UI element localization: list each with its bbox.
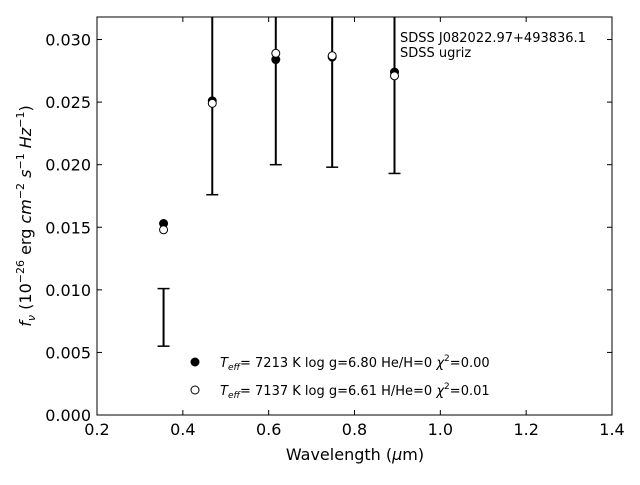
annotation-object: SDSS J082022.97+493836.1 xyxy=(400,31,586,46)
legend-teff: 7213 xyxy=(255,356,288,371)
legend-composition: H/He=0 xyxy=(381,384,432,399)
model-point-open xyxy=(159,225,169,235)
x-tick-label: 1.2 xyxy=(513,420,538,439)
x-tick-label: 0.4 xyxy=(170,420,195,439)
model-point-open xyxy=(327,51,337,61)
legend-marker-2 xyxy=(190,385,200,395)
annotation-filters: SDSS ugriz xyxy=(400,46,471,61)
y-tick-label: 0.030 xyxy=(45,31,91,50)
model-point-open xyxy=(271,48,281,58)
legend-chi2: 0.00 xyxy=(461,356,490,371)
x-tick-label: 0.6 xyxy=(256,420,281,439)
y-tick-label: 0.020 xyxy=(45,156,91,175)
legend-logg: 6.80 xyxy=(348,356,377,371)
legend-marker-1 xyxy=(190,357,200,367)
legend-teff: 7137 xyxy=(255,384,288,399)
legend-chi2: 0.01 xyxy=(461,384,490,399)
legend-logg: 6.61 xyxy=(348,384,377,399)
observed-errorbars xyxy=(157,17,401,347)
y-axis-label: fν (10−26 erg cm−2 s−1 Hz−1) xyxy=(14,105,38,326)
y-tick-label: 0.010 xyxy=(45,281,91,300)
y-tick-label: 0.000 xyxy=(45,406,91,425)
svg-text:fν (10−26 erg cm−2 s−1 Hz−1): fν (10−26 erg cm−2 s−1 Hz−1) xyxy=(14,105,38,326)
x-tick-label: 0.8 xyxy=(342,420,367,439)
svg-text:Wavelength (μm): Wavelength (μm) xyxy=(286,445,424,464)
model-point-open xyxy=(389,71,399,81)
model-series-1 xyxy=(159,52,399,229)
x-tick-label: 1.0 xyxy=(428,420,453,439)
axes-layer: 0.2 0.4 0.6 0.8 1.0 1.2 1.4 0.000 0.005 0.010 0.01… xyxy=(45,16,625,439)
legend: Teff= 7213 K log g=6.80 He/H=0 χ2=0.00 Te… xyxy=(190,354,490,401)
legend-label-2: Teff= 7137 K log g=6.61 H/He=0 χ2=0.01 xyxy=(220,382,490,401)
legend-composition: He/H=0 xyxy=(381,356,432,371)
x-axis-label: Wavelength (μm) xyxy=(286,445,424,464)
plot-layer xyxy=(157,17,401,347)
model-series-2 xyxy=(159,48,399,235)
y-tick-label: 0.025 xyxy=(45,93,91,112)
x-tick-label: 0.2 xyxy=(84,420,109,439)
y-tick-label: 0.015 xyxy=(45,218,91,237)
x-tick-label: 1.4 xyxy=(599,420,624,439)
model-point-open xyxy=(207,98,217,108)
y-tick-label: 0.005 xyxy=(45,343,91,362)
legend-label-1: Teff= 7213 K log g=6.80 He/H=0 χ2=0.00 xyxy=(220,354,490,373)
